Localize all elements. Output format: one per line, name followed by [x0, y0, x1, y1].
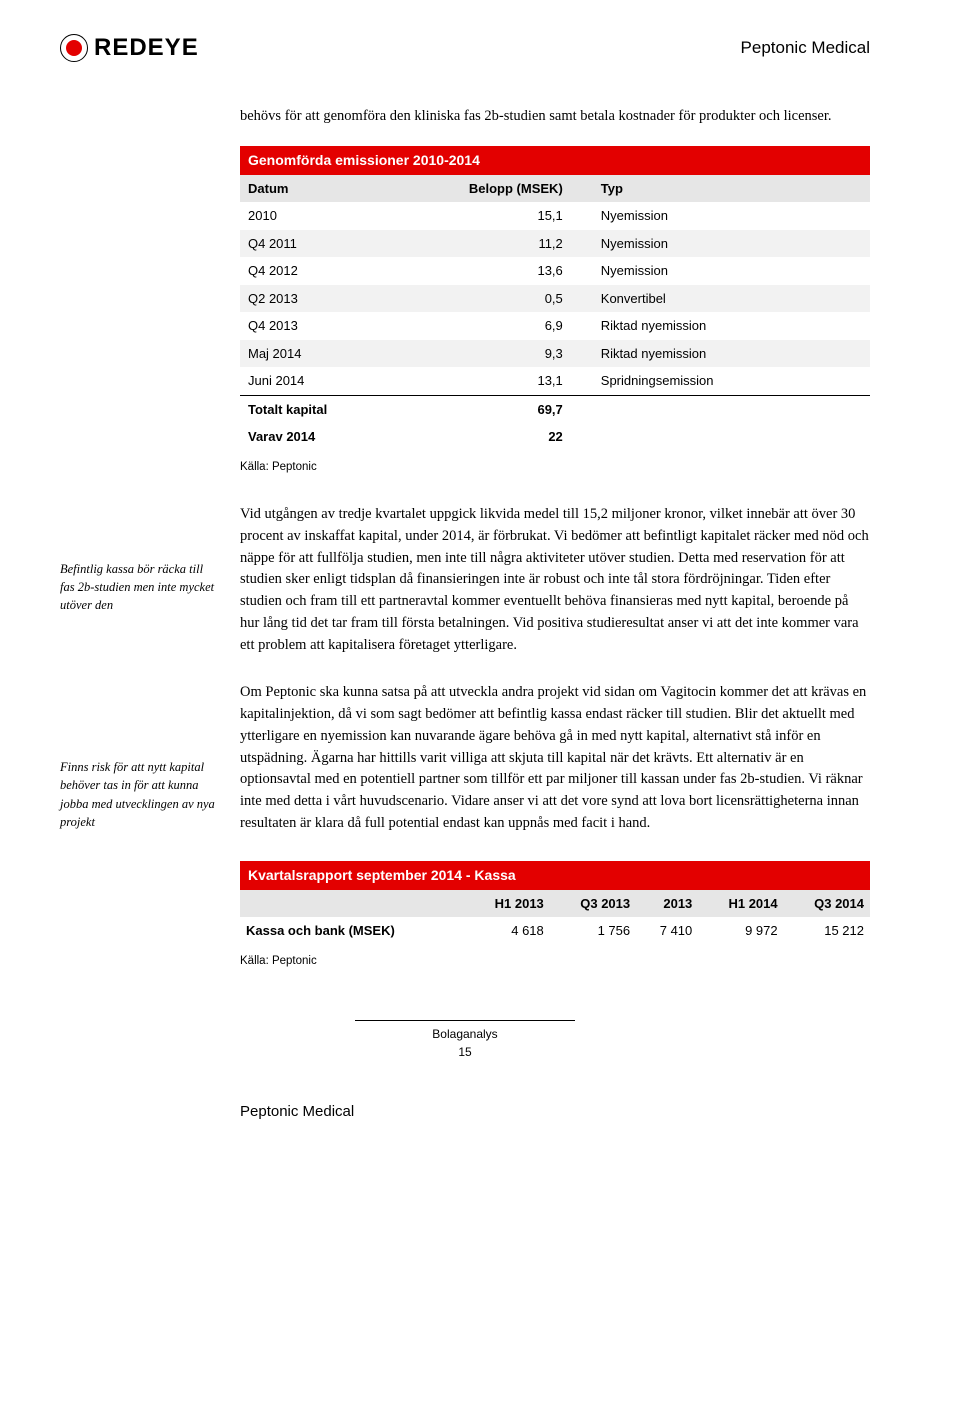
table-cell: Nyemission: [593, 257, 870, 285]
table2-col1: H1 2013: [464, 890, 549, 918]
table-cell: 15,1: [454, 202, 593, 230]
table-cell: 13,1: [454, 367, 593, 395]
sidebar-note-1: Befintlig kassa bör räcka till fas 2b-st…: [60, 560, 215, 614]
intro-paragraph: behövs för att genomföra den kliniska fa…: [240, 106, 870, 128]
table-cell: Spridningsemission: [593, 367, 870, 395]
total-value: 69,7: [454, 395, 593, 423]
varav-label: Varav 2014: [240, 423, 454, 451]
sidebar-note-2: Finns risk för att nytt kapital behöver …: [60, 758, 215, 831]
total-label: Totalt kapital: [240, 395, 454, 423]
table-cell: Q4 2013: [240, 312, 454, 340]
table-cell: Maj 2014: [240, 340, 454, 368]
table-cell: Q2 2013: [240, 285, 454, 313]
table-cell: Konvertibel: [593, 285, 870, 313]
table2-col0: [240, 890, 464, 918]
table2-col2: Q3 2013: [550, 890, 636, 918]
footer-company: Peptonic Medical: [240, 1101, 870, 1124]
varav-value: 22: [454, 423, 593, 451]
table2-row-label: Kassa och bank (MSEK): [240, 917, 464, 945]
footer-divider: [355, 1020, 575, 1021]
table-cell: Riktad nyemission: [593, 312, 870, 340]
logo: REDEYE: [60, 30, 199, 66]
table-cell: 2010: [240, 202, 454, 230]
redeye-logo-icon: [60, 34, 88, 62]
footer-page-number: 15: [60, 1043, 870, 1061]
table2-val: 4 618: [464, 917, 549, 945]
page-footer: Bolaganalys 15: [60, 1020, 870, 1061]
table-cell: 9,3: [454, 340, 593, 368]
main-content: behövs för att genomföra den kliniska fa…: [240, 106, 870, 970]
table-cell: Riktad nyemission: [593, 340, 870, 368]
page-header: REDEYE Peptonic Medical: [60, 30, 870, 66]
table-title: Genomförda emissioner 2010-2014: [240, 146, 870, 175]
table-cell: 6,9: [454, 312, 593, 340]
table2-title: Kvartalsrapport september 2014 - Kassa: [240, 861, 870, 890]
table-cell: 13,6: [454, 257, 593, 285]
table2-val: 9 972: [698, 917, 783, 945]
table-cell: 11,2: [454, 230, 593, 258]
table-cell: Nyemission: [593, 230, 870, 258]
table2-col5: Q3 2014: [784, 890, 870, 918]
table-cell: Nyemission: [593, 202, 870, 230]
footer-label: Bolaganalys: [60, 1025, 870, 1043]
table-cell: Q4 2011: [240, 230, 454, 258]
text-block-1: Befintlig kassa bör räcka till fas 2b-st…: [240, 504, 870, 656]
col-header-typ: Typ: [593, 175, 870, 203]
table2-source: Källa: Peptonic: [240, 953, 870, 970]
kassa-table: Kvartalsrapport september 2014 - Kassa H…: [240, 861, 870, 945]
table2-val: 15 212: [784, 917, 870, 945]
table2-col4: H1 2014: [698, 890, 783, 918]
table2-col3: 2013: [636, 890, 698, 918]
table2-val: 7 410: [636, 917, 698, 945]
body-paragraph-1: Vid utgången av tredje kvartalet uppgick…: [240, 504, 870, 656]
company-name: Peptonic Medical: [741, 35, 870, 61]
col-header-belopp: Belopp (MSEK): [454, 175, 593, 203]
text-block-2: Finns risk för att nytt kapital behöver …: [240, 682, 870, 834]
table-cell: Q4 2012: [240, 257, 454, 285]
table-cell: Juni 2014: [240, 367, 454, 395]
table2-val: 1 756: [550, 917, 636, 945]
table-source: Källa: Peptonic: [240, 459, 870, 476]
logo-text: REDEYE: [94, 30, 199, 66]
body-paragraph-2: Om Peptonic ska kunna satsa på att utvec…: [240, 682, 870, 834]
page: REDEYE Peptonic Medical behövs för att g…: [0, 0, 960, 1163]
table-cell: 0,5: [454, 285, 593, 313]
emissions-table: Genomförda emissioner 2010-2014 Datum Be…: [240, 146, 870, 451]
col-header-datum: Datum: [240, 175, 454, 203]
